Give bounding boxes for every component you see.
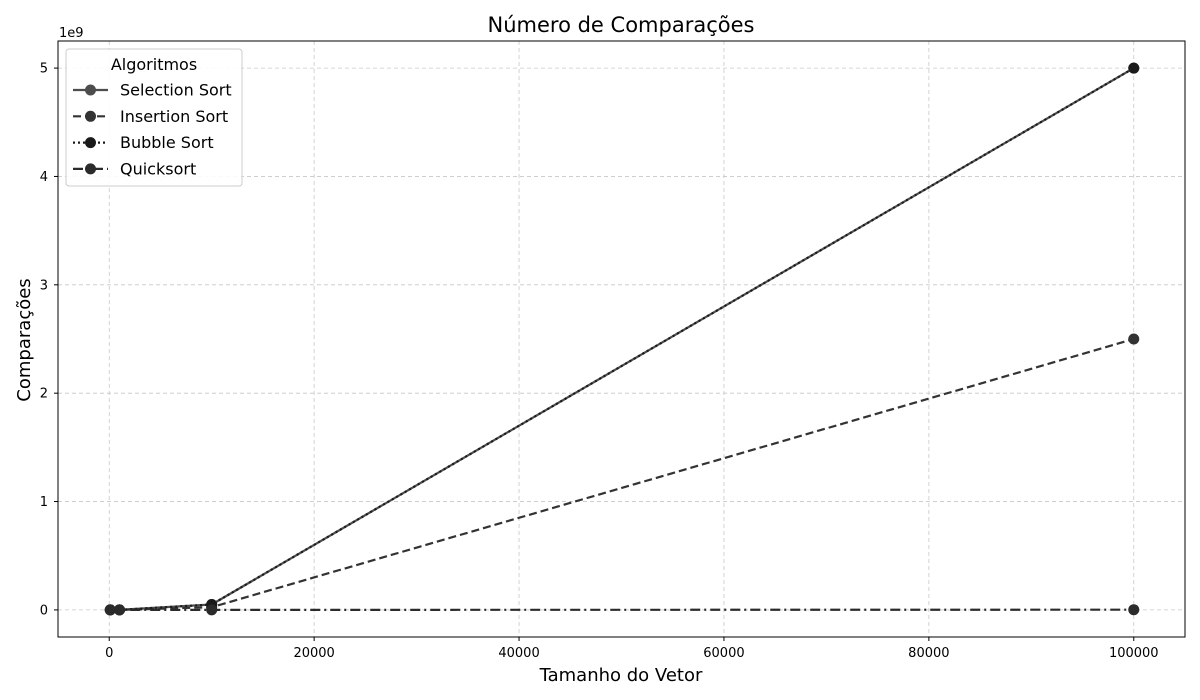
- plot-frame: [57, 40, 1186, 638]
- legend-marker: [85, 84, 96, 96]
- legend-entry: Insertion Sort: [73, 107, 228, 126]
- legend-label: Insertion Sort: [120, 107, 228, 126]
- data-point: [113, 604, 125, 616]
- axis-ticks: 0 20000 40000 60000 80000 100000 0 1 2 3 4 5: [40, 62, 1159, 661]
- data-point: [1128, 333, 1140, 345]
- x-tick-label: 80000: [908, 646, 949, 661]
- data-point: [1128, 62, 1140, 74]
- x-tick-label: 60000: [703, 646, 744, 661]
- y-tick-label: 0: [40, 603, 48, 618]
- x-tick-label: 0: [105, 646, 113, 661]
- y-axis-offset-label: 1e9: [59, 26, 84, 41]
- y-tick-label: 5: [40, 62, 48, 77]
- y-axis-label: Comparações: [14, 278, 35, 401]
- series-lines: [104, 62, 1140, 616]
- y-tick-label: 4: [40, 170, 48, 185]
- x-tick-label: 20000: [293, 646, 334, 661]
- legend-entries: Selection Sort Insertion Sort Bubble Sort Q…: [73, 81, 232, 178]
- legend-entry: Bubble Sort: [73, 133, 214, 152]
- legend-entry: Quicksort: [73, 159, 196, 178]
- chart-title: Número de Comparações: [488, 13, 755, 37]
- x-tick-label: 40000: [498, 646, 539, 661]
- legend-title: Algoritmos: [111, 55, 197, 74]
- y-tick-label: 1: [40, 495, 48, 510]
- y-tick-label: 3: [40, 278, 48, 293]
- legend-label: Quicksort: [120, 159, 196, 178]
- y-tick-label: 2: [40, 387, 48, 402]
- x-tick-label: 100000: [1109, 646, 1159, 661]
- legend-box: [65, 48, 243, 187]
- data-point: [206, 604, 218, 616]
- data-point: [1128, 604, 1140, 616]
- legend: Algoritmos Selection Sort Insertion Sort B…: [65, 48, 243, 187]
- plot-background: [58, 41, 1185, 637]
- x-axis-label: Tamanho do Vetor: [539, 665, 703, 686]
- series-line: [110, 67, 1135, 612]
- legend-marker: [85, 163, 96, 175]
- series-quicksort: [104, 604, 1140, 616]
- legend-marker: [85, 137, 96, 149]
- legend-entry: Selection Sort: [73, 81, 232, 100]
- legend-marker: [85, 110, 96, 122]
- legend-label: Selection Sort: [120, 81, 232, 100]
- legend-label: Bubble Sort: [120, 133, 214, 152]
- data-point: [104, 604, 116, 616]
